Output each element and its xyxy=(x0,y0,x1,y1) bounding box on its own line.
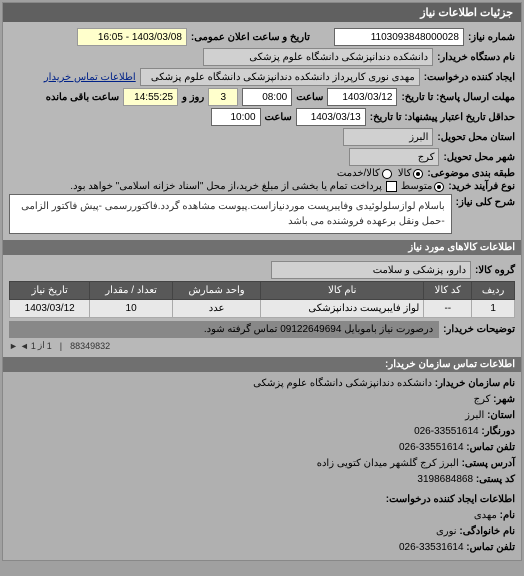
payment-desc: پرداخت تمام یا بخشی از مبلغ خرید،از محل … xyxy=(70,181,382,192)
pager-rec: 88349832 xyxy=(70,341,110,351)
process-radio-group: متوسط xyxy=(401,181,444,192)
cell-unit: عدد xyxy=(172,300,260,318)
radio-mid-label: متوسط xyxy=(401,181,432,192)
supply-time-field: 10:00 xyxy=(211,108,261,126)
goods-header: اطلاعات کالاهای مورد نیاز xyxy=(3,240,521,255)
deadline-time-label: ساعت xyxy=(296,92,323,103)
c-province-value: البرز xyxy=(465,410,484,421)
name-label: نام: xyxy=(500,510,515,521)
family-label: نام خانوادگی: xyxy=(459,526,515,537)
col-code: کد کالا xyxy=(424,282,472,300)
radio-kala[interactable]: کالا xyxy=(398,168,424,179)
table-row: 1 -- لواز فایبرپست دندانپزشکی عدد 10 140… xyxy=(10,300,515,318)
province-label: استان محل تحویل: xyxy=(437,132,515,143)
radio-dot-icon xyxy=(382,169,392,179)
radio-kala-label: کالا xyxy=(398,168,412,179)
group-label: گروه کالا: xyxy=(475,265,515,276)
cell-date: 1403/03/12 xyxy=(10,300,90,318)
radio-mid[interactable]: متوسط xyxy=(401,181,444,192)
deadline-time-field: 08:00 xyxy=(242,88,292,106)
goods-table: ردیف کد کالا نام کالا واحد شمارش تعداد /… xyxy=(9,281,515,318)
reg-no-label: شماره نیاز: xyxy=(468,32,515,43)
cell-code: -- xyxy=(424,300,472,318)
process-label: نوع فرآیند خرید: xyxy=(448,181,515,192)
time-left-label: ساعت باقی مانده xyxy=(46,92,119,103)
requester-field: مهدی نوری کارپرداز دانشکده دندانپزشکی دا… xyxy=(140,68,420,86)
family-value: نوری xyxy=(436,526,457,537)
postal-value: 3198684868 xyxy=(417,474,473,485)
panel-body: شماره نیاز: 1103093848000028 تاریخ و ساع… xyxy=(3,22,521,240)
radio-dot-icon xyxy=(434,182,444,192)
city-label: شهر محل تحویل: xyxy=(443,152,515,163)
col-qty: تعداد / مقدار xyxy=(90,282,173,300)
fax-label: دورنگار: xyxy=(481,426,515,437)
col-date: تاریخ نیاز xyxy=(10,282,90,300)
contact-header: اطلاعات تماس سازمان خریدار: xyxy=(3,357,521,372)
col-idx: ردیف xyxy=(472,282,515,300)
table-header-row: ردیف کد کالا نام کالا واحد شمارش تعداد /… xyxy=(10,282,515,300)
buyer-field: دانشکده دندانپزشکی دانشگاه علوم پزشکی xyxy=(203,48,433,66)
desc-box: باسلام لوازسلولوئیدی وفایبرپست موردنیازا… xyxy=(9,194,452,234)
contact-block: نام سازمان خریدار: دانشکده دندانپزشکی دا… xyxy=(3,372,521,560)
col-unit: واحد شمارش xyxy=(172,282,260,300)
note-bar: درصورت نیاز باموبایل 09122649694 تماس گر… xyxy=(9,321,439,338)
org-label: نام سازمان خریدار: xyxy=(435,378,515,389)
tel2-value: 33531614-026 xyxy=(399,542,464,553)
pager-total: 1 xyxy=(31,341,36,351)
deadline-from-label: مهلت ارسال پاسخ: تا تاریخ: xyxy=(401,92,515,103)
cell-name: لواز فایبرپست دندانپزشکی xyxy=(261,300,424,318)
supply-date-field: 1403/03/13 xyxy=(296,108,366,126)
col-name: نام کالا xyxy=(261,282,424,300)
tel-value: 33551614-026 xyxy=(399,442,464,453)
fax-value: 33551614-026 xyxy=(414,426,479,437)
note-label: توضیحات خریدار: xyxy=(443,324,515,335)
budget-label: طبقه بندی موضوعی: xyxy=(427,168,515,179)
type-radio-group: کالا کالا/خدمت xyxy=(337,168,423,179)
radio-service[interactable]: کالا/خدمت xyxy=(337,168,392,179)
tel2-label: تلفن تماس: xyxy=(466,542,515,553)
payment-checkbox[interactable] xyxy=(386,181,397,192)
supply-label: حداقل تاریخ اعتبار پیشنهاد: تا تاریخ: xyxy=(370,112,515,123)
pager-prev-icon[interactable]: ◄ xyxy=(20,341,29,351)
requester-label: ایجاد کننده درخواست: xyxy=(424,72,515,83)
pager-next-icon[interactable]: ► xyxy=(9,341,18,351)
supply-time-label: ساعت xyxy=(265,112,292,123)
buyer-contact-link[interactable]: اطلاعات تماس خریدار xyxy=(44,72,136,83)
deadline-date-field: 1403/03/12 xyxy=(327,88,397,106)
province-field: البرز xyxy=(343,128,433,146)
city-field: کرج xyxy=(349,148,439,166)
addr-value: البرز کرج گلشهر میدان کتویی زاده xyxy=(317,458,459,469)
cell-idx: 1 xyxy=(472,300,515,318)
radio-service-label: کالا/خدمت xyxy=(337,168,380,179)
announce-label: تاریخ و ساعت اعلان عمومی: xyxy=(191,32,310,43)
days-left-label: روز و xyxy=(182,92,204,103)
desc-label: شرح کلی نیاز: xyxy=(456,194,515,208)
details-panel: جزئیات اطلاعات نیاز شماره نیاز: 11030938… xyxy=(2,2,522,561)
addr-label: آدرس پستی: xyxy=(462,458,515,469)
c-province-label: استان: xyxy=(487,410,515,421)
buyer-label: نام دستگاه خریدار: xyxy=(437,52,515,63)
pager-page: 1 xyxy=(47,341,52,351)
group-field: دارو، پزشکی و سلامت xyxy=(271,261,471,279)
org-value: دانشکده دندانپزشکی دانشگاه علوم پزشکی xyxy=(253,378,432,389)
creator-header: اطلاعات ایجاد کننده درخواست: xyxy=(9,492,515,508)
name-value: مهدی xyxy=(474,510,497,521)
reg-no-field: 1103093848000028 xyxy=(334,28,464,46)
cell-qty: 10 xyxy=(90,300,173,318)
postal-label: کد پستی: xyxy=(476,474,515,485)
announce-field: 1403/03/08 - 16:05 xyxy=(77,28,187,46)
radio-dot-icon xyxy=(413,169,423,179)
panel-title: جزئیات اطلاعات نیاز xyxy=(3,3,521,22)
pager-sep: از xyxy=(38,340,45,351)
tel-label: تلفن تماس: xyxy=(466,442,515,453)
time-left-field: 14:55:25 xyxy=(123,88,178,106)
c-city-label: شهر: xyxy=(493,394,515,405)
c-city-value: کرج xyxy=(474,394,491,405)
goods-body: گروه کالا: دارو، پزشکی و سلامت ردیف کد ک… xyxy=(3,255,521,357)
days-left-field: 3 xyxy=(208,88,238,106)
